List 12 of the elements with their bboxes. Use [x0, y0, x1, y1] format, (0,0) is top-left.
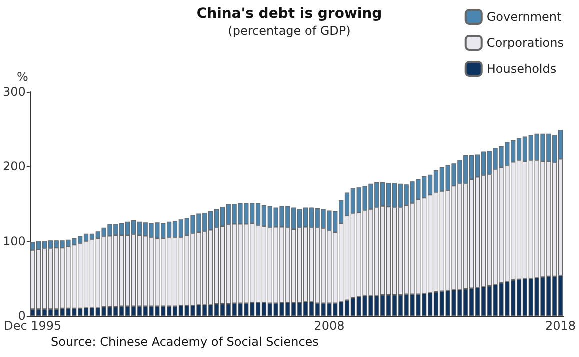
chart-subtitle: (percentage of GDP) — [228, 24, 351, 38]
source-note: Source: Chinese Academy of Social Sciences — [51, 335, 319, 349]
x-tick-label: 2008 — [314, 319, 345, 333]
x-tick-label: 2018 — [546, 319, 576, 333]
y-tick-label: 200 — [3, 160, 26, 174]
y-axis-title: % — [17, 70, 28, 84]
legend-label: Corporations — [486, 36, 564, 50]
chart-title: China's debt is growing — [196, 6, 382, 22]
legend-label: Government — [486, 10, 562, 24]
legend-label: Households — [486, 62, 557, 76]
y-tick-label: 100 — [3, 234, 26, 248]
y-tick-label: 300 — [3, 85, 26, 99]
